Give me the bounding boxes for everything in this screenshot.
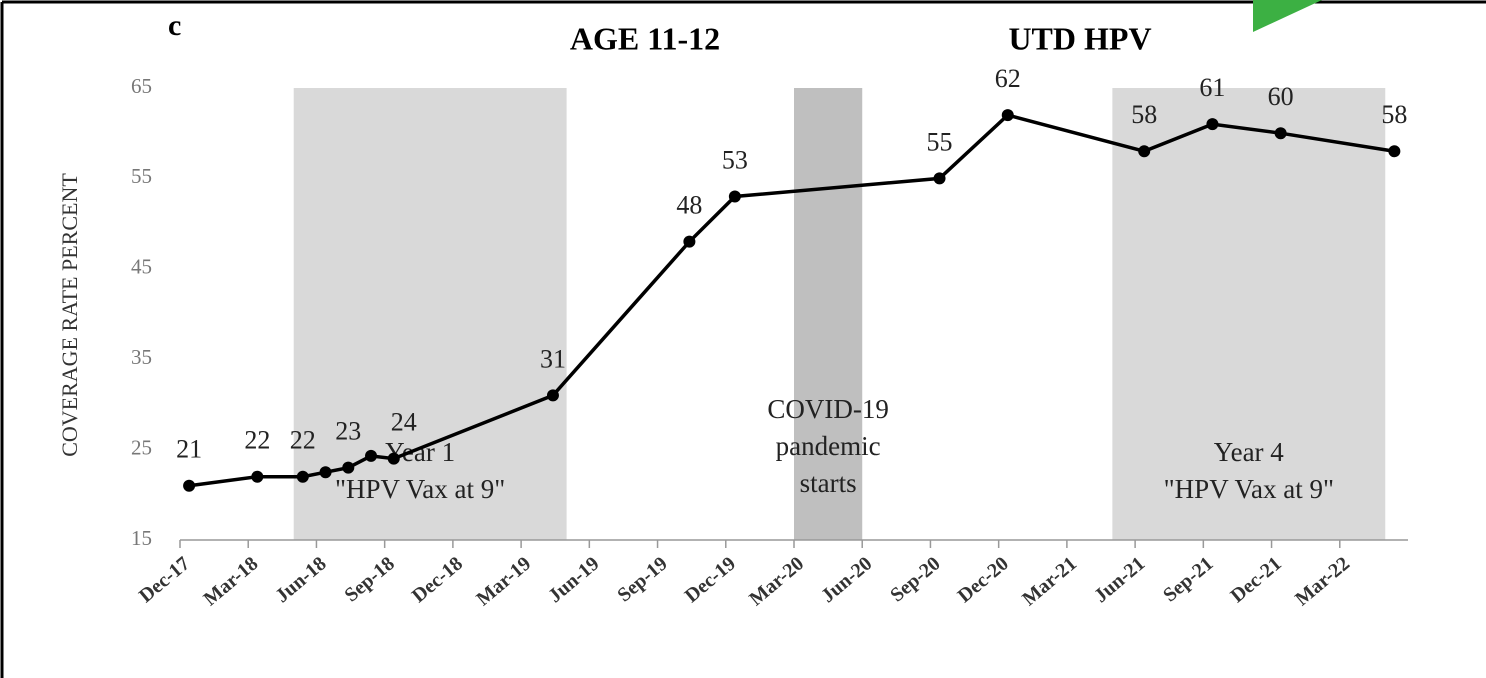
x-tick-label: Jun-21 <box>1090 552 1149 607</box>
point <box>728 190 741 203</box>
y-tick-label: 15 <box>131 526 152 550</box>
period-label: COVID-19 <box>767 394 889 424</box>
x-tick-label: Dec-21 <box>1226 552 1285 607</box>
point <box>251 470 264 483</box>
x-tick-label: Sep-18 <box>340 552 398 606</box>
x-tick-label: Jun-20 <box>817 552 876 607</box>
point <box>1001 109 1014 122</box>
x-tick-label: Dec-19 <box>681 552 740 607</box>
y-tick-label: 55 <box>131 164 152 188</box>
chart-subtitle: UTD HPV <box>1008 20 1151 56</box>
point <box>1388 145 1401 158</box>
data-label: 60 <box>1268 82 1294 111</box>
period-band <box>1112 88 1386 540</box>
data-label: 21 <box>176 435 202 464</box>
data-label: 22 <box>290 426 316 455</box>
panel-label: c <box>168 9 181 42</box>
y-tick-label: 45 <box>131 255 152 279</box>
data-label: 24 <box>391 408 417 437</box>
data-label: 55 <box>927 127 953 156</box>
corner-marker <box>1253 0 1322 32</box>
x-tick-label: Jun-19 <box>544 552 603 607</box>
point <box>1138 145 1151 158</box>
data-label: 61 <box>1199 73 1225 102</box>
x-tick-label: Dec-20 <box>954 552 1013 607</box>
data-label: 31 <box>540 344 566 373</box>
point <box>342 461 355 474</box>
point <box>1206 118 1219 131</box>
x-tick-label: Mar-18 <box>199 552 262 610</box>
period-label: pandemic <box>776 431 881 461</box>
data-label: 22 <box>244 426 270 455</box>
point <box>683 235 696 248</box>
point <box>387 452 400 465</box>
data-label: 58 <box>1381 100 1407 129</box>
point <box>365 449 378 462</box>
period-band <box>293 88 567 540</box>
point <box>296 470 309 483</box>
y-tick-label: 25 <box>131 435 152 459</box>
x-tick-label: Dec-18 <box>408 552 467 607</box>
x-tick-label: Mar-19 <box>472 552 535 610</box>
x-tick-label: Dec-17 <box>135 552 194 607</box>
y-tick-label: 65 <box>131 74 152 98</box>
line <box>188 113 1395 488</box>
data-label: 53 <box>722 145 748 174</box>
period-band <box>794 88 863 540</box>
data-label: 62 <box>995 64 1021 93</box>
data-label: 48 <box>676 191 702 220</box>
data-label: 23 <box>335 417 361 446</box>
x-tick-label: Mar-21 <box>1018 552 1081 610</box>
period-label: "HPV Vax at 9" <box>335 474 505 504</box>
period-label: "HPV Vax at 9" <box>1164 474 1334 504</box>
x-tick-label: Mar-22 <box>1291 552 1354 610</box>
x-tick-label: Sep-19 <box>613 552 671 606</box>
point <box>319 466 332 479</box>
point <box>546 389 559 402</box>
point <box>1274 127 1287 140</box>
x-tick-label: Jun-18 <box>271 552 330 607</box>
point <box>183 479 196 492</box>
y-tick-label: 35 <box>131 345 152 369</box>
x-tick-label: Sep-21 <box>1159 552 1217 606</box>
period-label: starts <box>800 468 857 498</box>
chart-title: AGE 11-12 <box>570 20 720 56</box>
x-tick-label: Sep-20 <box>886 552 944 606</box>
period-label: Year 4 <box>1214 437 1285 467</box>
y-axis-label: COVERAGE RATE PERCENT <box>57 173 82 457</box>
x-tick-label: Mar-20 <box>745 552 808 610</box>
data-label: 58 <box>1131 100 1157 129</box>
point <box>933 172 946 185</box>
